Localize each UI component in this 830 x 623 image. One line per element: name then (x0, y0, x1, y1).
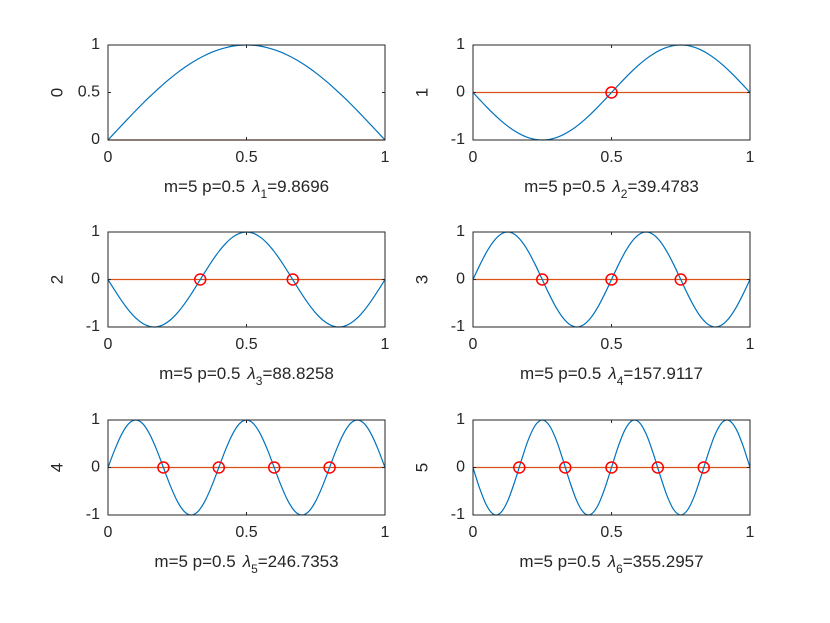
y-tick-label: -1 (86, 506, 100, 523)
label-text: m=5 p=0.5 (164, 177, 245, 196)
label-subscript: 4 (617, 374, 624, 388)
label-symbol: λ (246, 364, 255, 383)
y-axis-label: 5 (412, 463, 431, 472)
label-value: =246.7353 (258, 552, 339, 571)
zero-marker (605, 86, 618, 99)
y-axis-label: 4 (47, 463, 66, 472)
zero-marker (536, 273, 549, 286)
x-axis-label: m=5 p=0.5 λ5=246.7353 (154, 552, 338, 576)
label-symbol: λ (607, 364, 616, 383)
x-axis-label: m=5 p=0.5 λ2=39.4783 (524, 177, 699, 201)
zero-marker (267, 461, 281, 474)
curve (472, 231, 751, 328)
x-axis-label: m=5 p=0.5 λ4=157.9117 (520, 364, 703, 388)
x-tick-label: 1 (746, 524, 755, 541)
zero-marker (651, 461, 665, 474)
label-value: =9.8696 (267, 177, 329, 196)
label-symbol: λ (251, 177, 260, 196)
x-tick-label: 0 (469, 336, 478, 353)
x-tick-label: 1 (381, 524, 390, 541)
y-tick-label: 1 (91, 223, 100, 240)
x-axis-label: m=5 p=0.5 λ6=355.2957 (519, 552, 703, 576)
label-text: m=5 p=0.5 (154, 552, 235, 571)
label-value: =355.2957 (623, 552, 704, 571)
y-tick-label: 1 (456, 36, 465, 53)
y-axis-label: 0 (47, 88, 66, 97)
y-tick-label: 0.5 (78, 84, 100, 101)
x-axis-label: m=5 p=0.5 λ3=88.8258 (159, 364, 334, 388)
label-subscript: 1 (261, 187, 268, 201)
y-tick-label: 1 (456, 411, 465, 428)
x-tick-label: 0.5 (235, 149, 257, 166)
label-text: m=5 p=0.5 (519, 552, 600, 571)
y-tick-label: -1 (451, 506, 465, 523)
label-text: m=5 p=0.5 (524, 177, 605, 196)
x-tick-label: 0 (104, 149, 113, 166)
label-symbol: λ (611, 177, 620, 196)
x-tick-label: 1 (381, 336, 390, 353)
y-tick-label: 1 (456, 223, 465, 240)
x-tick-label: 0 (104, 336, 113, 353)
zero-marker (558, 461, 572, 474)
zero-marker (605, 461, 618, 474)
y-axis-label: 3 (412, 275, 431, 284)
label-subscript: 2 (621, 187, 628, 201)
x-tick-label: 0 (469, 149, 478, 166)
plot-area (108, 45, 385, 140)
zero-marker (286, 273, 300, 286)
y-tick-label: 0 (91, 131, 100, 148)
y-tick-label: -1 (86, 318, 100, 335)
y-tick-label: -1 (451, 131, 465, 148)
label-subscript: 5 (251, 562, 258, 576)
x-tick-label: 0.5 (600, 149, 622, 166)
y-tick-label: 0 (456, 459, 465, 476)
zero-marker (513, 461, 526, 474)
y-axis-label: 1 (412, 88, 431, 97)
zero-marker (697, 461, 710, 474)
y-axis-label: 2 (47, 275, 66, 284)
x-tick-label: 0.5 (600, 524, 622, 541)
x-tick-label: 1 (746, 149, 755, 166)
label-subscript: 6 (616, 562, 623, 576)
zero-marker (674, 273, 687, 286)
y-tick-label: 0 (456, 84, 465, 101)
x-tick-label: 1 (746, 336, 755, 353)
x-tick-label: 0 (469, 524, 478, 541)
x-tick-label: 0.5 (235, 524, 257, 541)
label-text: m=5 p=0.5 (520, 364, 601, 383)
y-tick-label: -1 (451, 318, 465, 335)
label-value: =157.9117 (623, 364, 703, 383)
y-tick-label: 1 (91, 36, 100, 53)
curve (472, 44, 751, 141)
label-value: =88.8258 (262, 364, 333, 383)
x-tick-label: 0.5 (235, 336, 257, 353)
zero-marker (157, 461, 170, 474)
y-tick-label: 0 (456, 271, 465, 288)
x-tick-label: 0 (104, 524, 113, 541)
zero-marker (323, 461, 336, 474)
y-tick-label: 1 (91, 411, 100, 428)
label-text: m=5 p=0.5 (159, 364, 240, 383)
curve (472, 419, 751, 516)
label-symbol: λ (242, 552, 251, 571)
zero-marker (193, 273, 207, 286)
x-tick-label: 0.5 (600, 336, 622, 353)
label-value: =39.4783 (627, 177, 698, 196)
zero-marker (212, 461, 226, 474)
x-axis-label: m=5 p=0.5 λ1=9.8696 (164, 177, 329, 201)
y-tick-label: 0 (91, 271, 100, 288)
y-tick-label: 0 (91, 459, 100, 476)
zero-marker (605, 273, 618, 286)
label-subscript: 3 (256, 374, 263, 388)
label-symbol: λ (607, 552, 616, 571)
x-tick-label: 1 (381, 149, 390, 166)
